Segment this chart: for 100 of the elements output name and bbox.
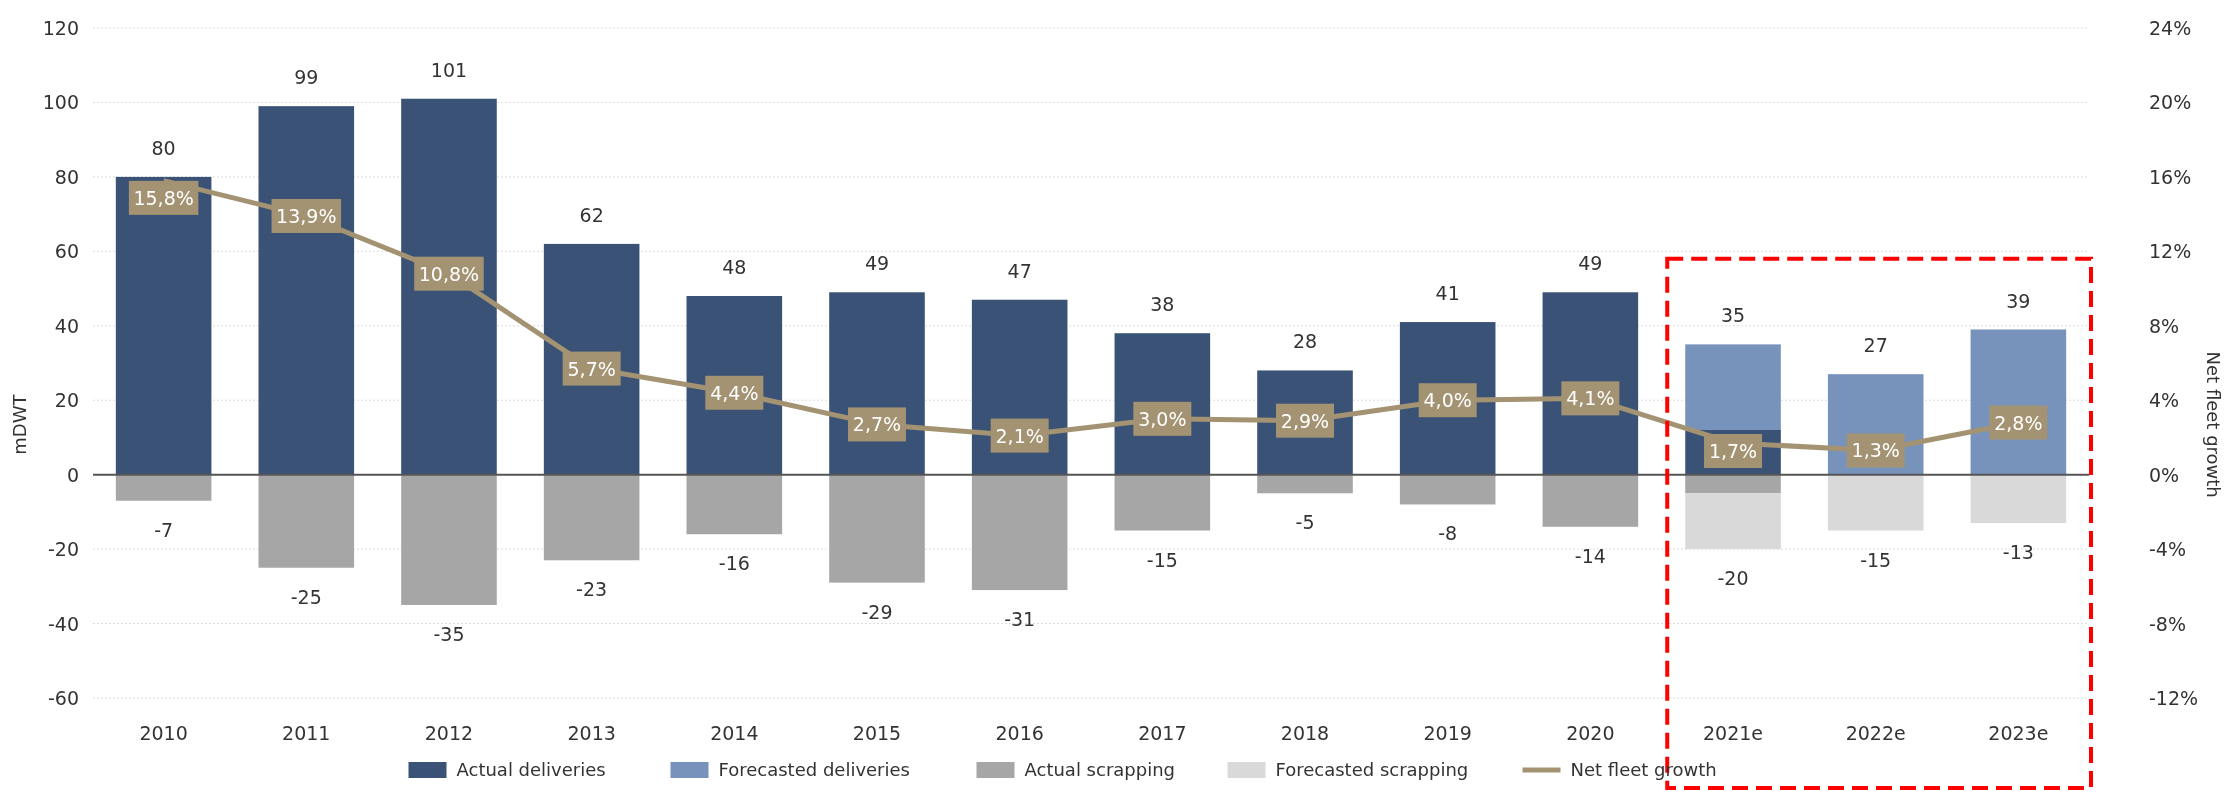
- data-label: 4,1%: [1566, 387, 1615, 410]
- x-tick-label: 2015: [852, 722, 902, 744]
- y2-tick-label: -4%: [2149, 538, 2186, 561]
- data-label: -5: [1295, 511, 1315, 534]
- x-tick-label: 2019: [1423, 722, 1472, 744]
- data-label: 48: [722, 256, 747, 278]
- data-label: -14: [1574, 544, 1606, 567]
- bar: [543, 474, 640, 561]
- legend-label: Forecasted deliveries: [718, 759, 910, 780]
- bar: [401, 474, 497, 605]
- data-label: -13: [2002, 541, 2034, 564]
- x-tick-label: 2013: [567, 722, 616, 744]
- x-tick-label: 2023e: [1988, 722, 2049, 744]
- y2-tick-label: 24%: [2149, 17, 2192, 39]
- data-label: 99: [294, 66, 319, 89]
- data-label: -31: [1004, 608, 1036, 631]
- data-label: -15: [1146, 548, 1178, 571]
- data-label: 5,7%: [567, 357, 616, 380]
- y2-tick-label: 0%: [2149, 463, 2180, 486]
- x-tick-label: 2011: [282, 722, 331, 744]
- data-label: -29: [861, 600, 893, 623]
- y2-tick-label: 16%: [2149, 165, 2192, 188]
- bar: [1685, 344, 1781, 430]
- x-tick-label: 2010: [139, 722, 188, 744]
- y-tick-label: 60: [54, 240, 79, 263]
- bar: [258, 106, 355, 475]
- data-label: 41: [1435, 282, 1460, 305]
- bar: [829, 474, 925, 583]
- data-label: 49: [864, 252, 890, 275]
- x-tick-label: 2020: [1566, 722, 1615, 744]
- x-tick-label: 2021e: [1703, 722, 1764, 744]
- data-label: -8: [1438, 522, 1458, 545]
- y-tick-label: 80: [54, 165, 79, 188]
- data-label: 4,0%: [1423, 389, 1472, 412]
- x-tick-label: 2016: [995, 722, 1044, 744]
- data-label: 27: [1863, 334, 1888, 357]
- annotation: -20: [1717, 567, 1749, 590]
- x-tick-label: 2018: [1280, 722, 1330, 744]
- legend-label: Actual deliveries: [456, 759, 606, 780]
- y-axis-title: mDWT: [9, 393, 30, 455]
- data-label: 80: [151, 136, 176, 159]
- data-label: 1,3%: [1851, 439, 1900, 462]
- y-tick-label: -40: [47, 612, 79, 635]
- data-label: -25: [290, 585, 322, 608]
- data-label: 15,8%: [133, 186, 194, 209]
- y-tick-label: 40: [54, 314, 79, 337]
- y-tick-label: 120: [42, 17, 79, 39]
- y2-tick-label: 20%: [2149, 91, 2192, 114]
- y-tick-label: -20: [47, 538, 79, 561]
- bar: [115, 474, 212, 501]
- data-label: 13,9%: [276, 204, 337, 227]
- data-label: 47: [1007, 259, 1032, 282]
- y-tick-label: 20: [54, 389, 79, 412]
- y2-axis-title: Net fleet growth: [2203, 351, 2224, 498]
- x-tick-label: 2014: [710, 722, 759, 744]
- data-label: -16: [718, 552, 750, 575]
- bar: [115, 176, 212, 475]
- y2-tick-label: -8%: [2149, 612, 2186, 635]
- data-label: 28: [1292, 330, 1318, 353]
- data-label: 39: [2006, 289, 2031, 312]
- data-label: 1,7%: [1708, 440, 1758, 462]
- legend-label: Actual scrapping: [1024, 759, 1176, 780]
- data-label: 3,0%: [1138, 407, 1187, 430]
- data-label: 2,8%: [1994, 411, 2043, 434]
- x-tick-label: 2017: [1138, 722, 1187, 744]
- data-label: 101: [430, 58, 468, 81]
- y2-tick-label: 8%: [2149, 314, 2180, 337]
- bar: [401, 98, 497, 475]
- legend-label: Forecasted scrapping: [1275, 759, 1469, 780]
- data-label: 38: [1150, 293, 1175, 316]
- data-label: 62: [579, 203, 604, 226]
- bar: [1257, 474, 1353, 494]
- legend-label: Net fleet growth: [1570, 759, 1717, 780]
- y2-tick-label: -12%: [2149, 687, 2199, 709]
- bar: [258, 474, 355, 568]
- data-label: -7: [154, 518, 174, 541]
- bar: [1114, 474, 1211, 531]
- data-label: 2,9%: [1280, 409, 1330, 432]
- bar: [686, 474, 783, 535]
- data-label: 49: [1578, 252, 1603, 275]
- data-label: 10,8%: [418, 262, 480, 285]
- bar: [1970, 474, 2067, 524]
- x-tick-label: 2022e: [1845, 722, 1906, 744]
- y2-tick-label: 12%: [2149, 240, 2192, 263]
- y-tick-label: 100: [42, 91, 79, 114]
- data-label: -35: [433, 622, 465, 645]
- data-label: -23: [576, 578, 608, 601]
- bar: [543, 243, 640, 475]
- bar: [1542, 474, 1639, 527]
- y-tick-label: -60: [47, 687, 79, 709]
- data-label: 4,4%: [710, 381, 759, 404]
- data-label: 2,1%: [995, 424, 1044, 447]
- bar: [971, 474, 1068, 591]
- y2-tick-label: 4%: [2149, 389, 2180, 412]
- bar: [1827, 474, 1924, 531]
- bar: [1685, 474, 1781, 494]
- data-label: -15: [1860, 548, 1892, 571]
- bar: [1399, 474, 1496, 505]
- data-label: 2,7%: [852, 413, 902, 436]
- y-tick-label: 0: [66, 463, 79, 486]
